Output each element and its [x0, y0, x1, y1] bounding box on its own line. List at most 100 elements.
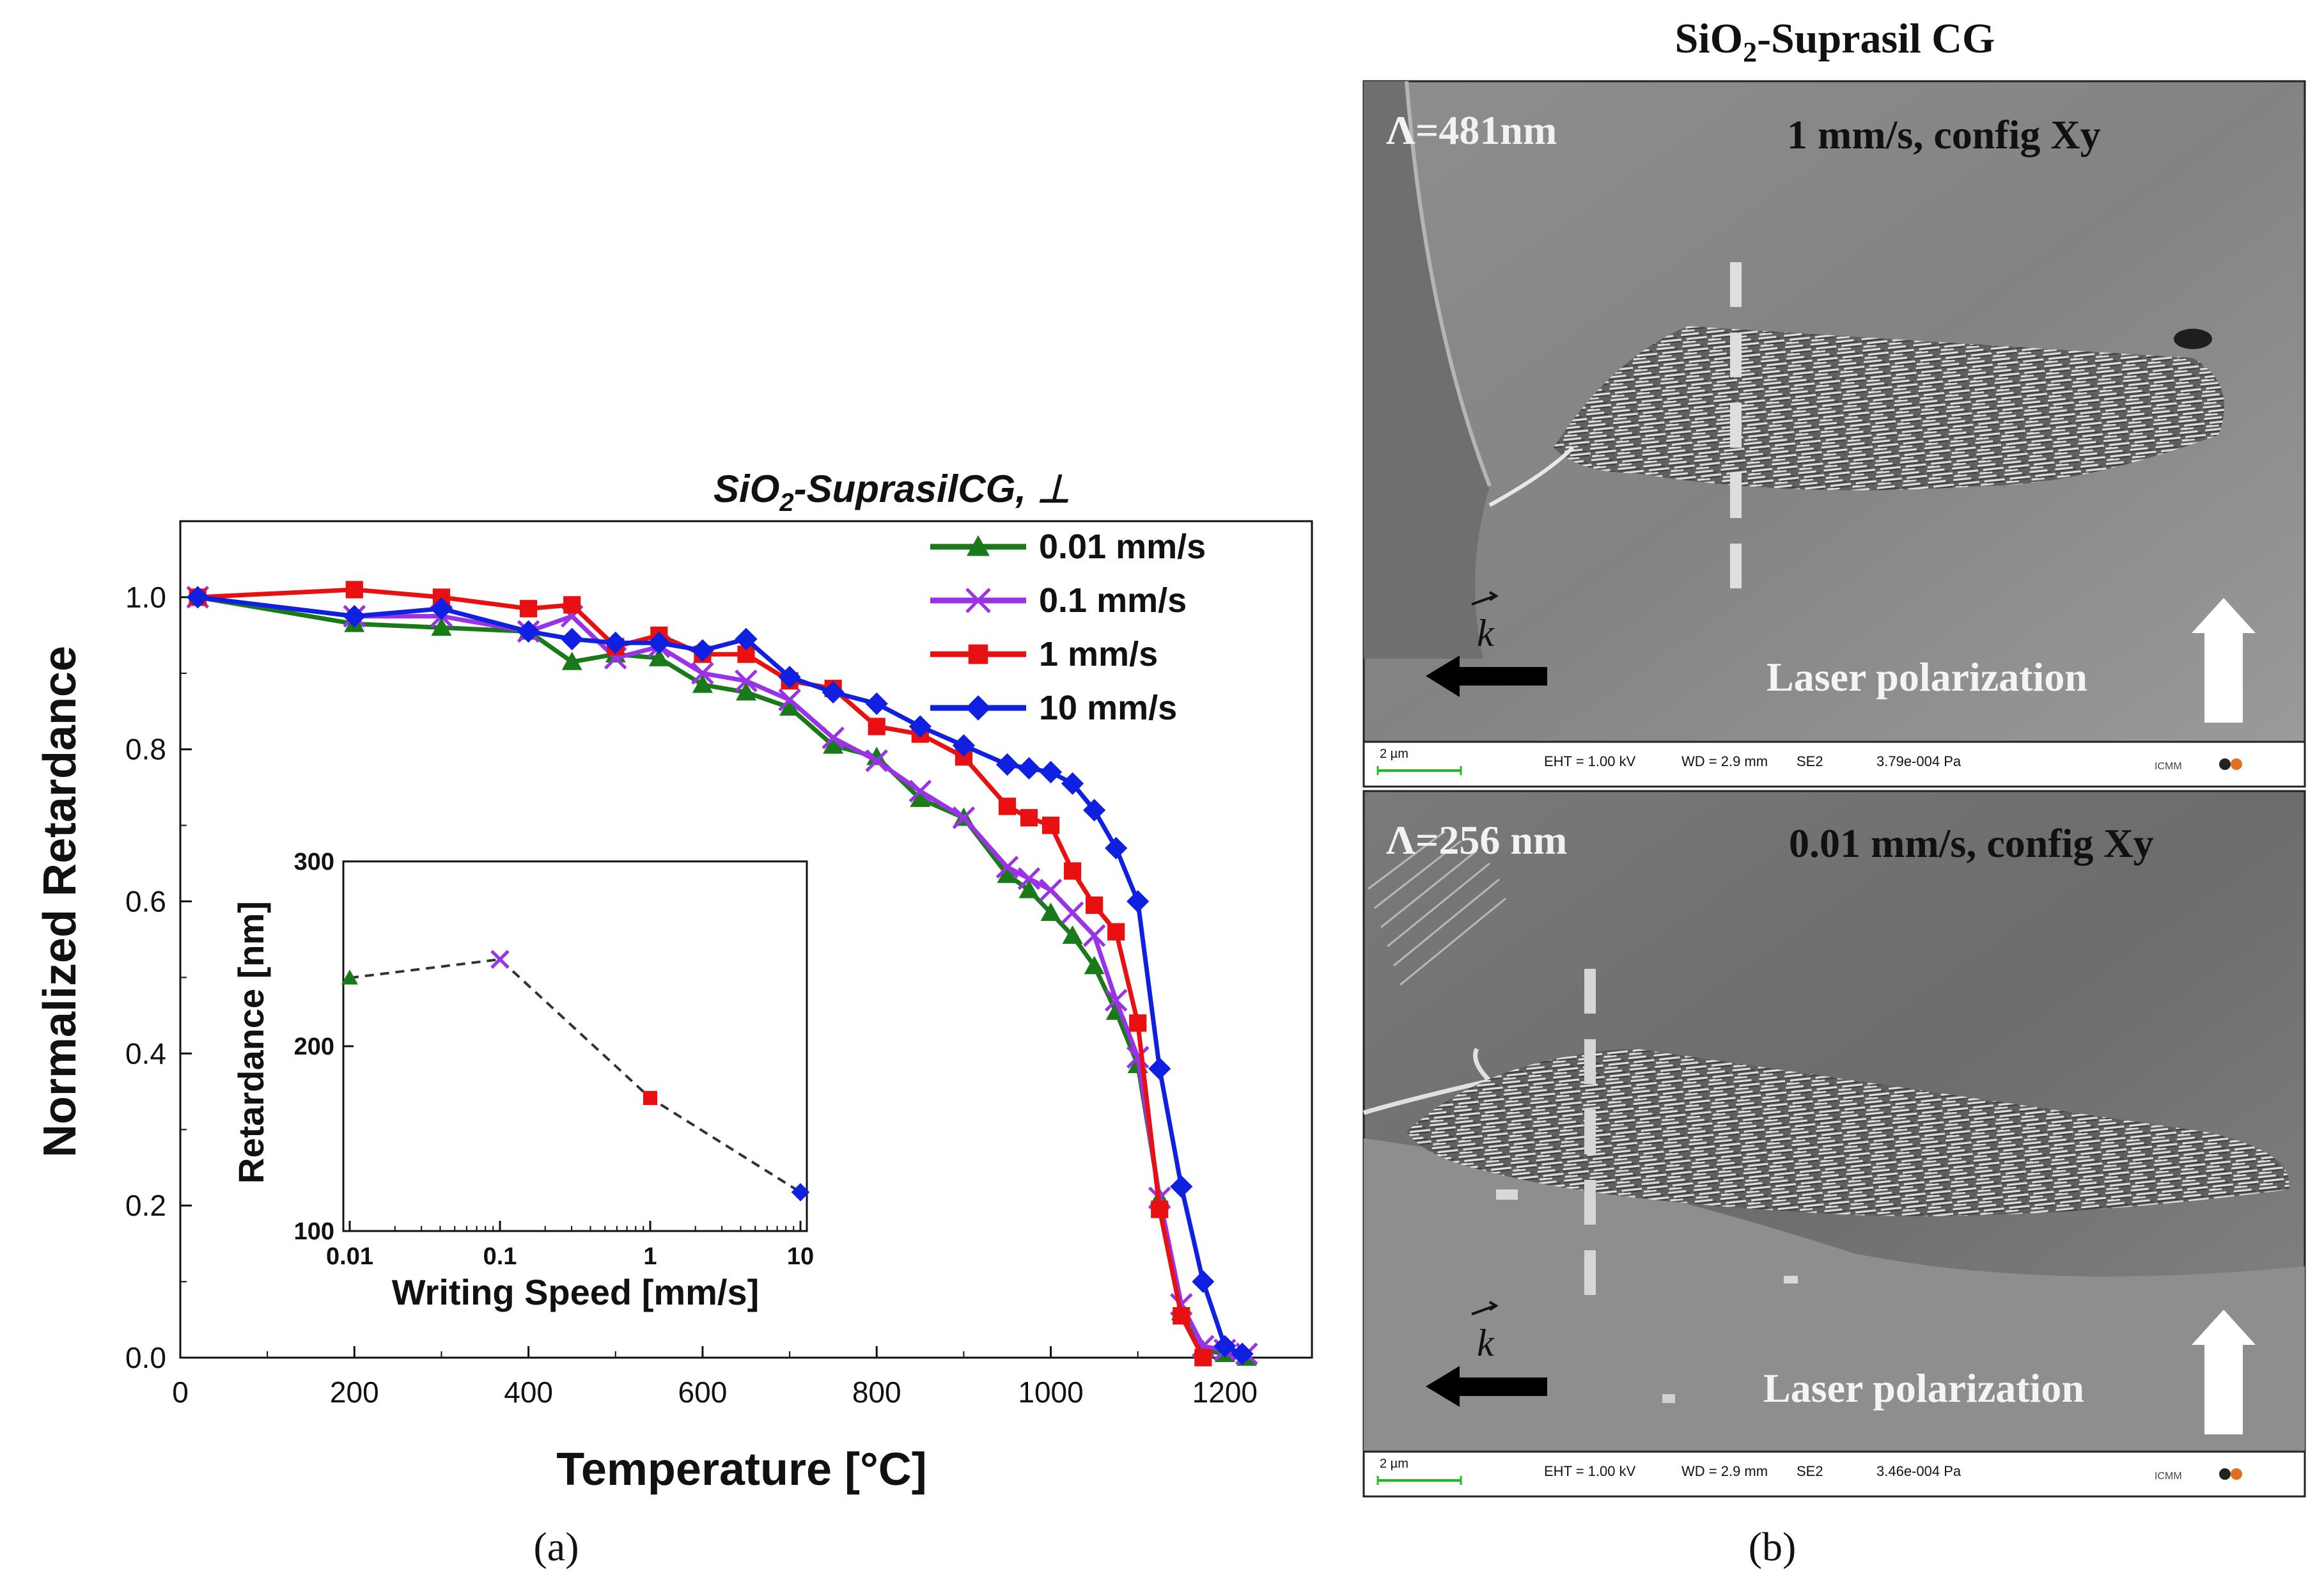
inset-x-tick-label: 10	[787, 1243, 814, 1270]
panel-b-title: SiO2-Suprasil CG	[1675, 15, 1995, 68]
data-point-series-3	[1170, 1175, 1193, 1198]
y-tick-label: 0.4	[125, 1037, 166, 1070]
bottom-logo-text: ICMM	[2155, 1471, 2182, 1482]
main-chart-title: SiO2-SuprasilCG, ⊥	[714, 467, 1070, 517]
inset-x-tick-label: 1	[643, 1243, 657, 1270]
data-point-series-2	[1041, 817, 1060, 835]
data-point-series-3	[735, 627, 758, 650]
inset-x-axis-label: Writing Speed [mm/s]	[392, 1272, 760, 1312]
data-point-series-0	[561, 651, 582, 670]
data-point-series-1	[1039, 878, 1063, 902]
main-plot-frame	[179, 520, 1313, 1359]
y-axis-label: Normalized Retardance	[35, 646, 86, 1157]
data-point-series-2	[1020, 809, 1038, 827]
data-point-series-1	[865, 749, 888, 773]
legend-marker-0	[967, 535, 990, 556]
top-logo-text: ICMM	[2155, 761, 2182, 772]
x-tick-label: 1000	[1018, 1376, 1083, 1409]
inset-plot-frame	[342, 860, 808, 1232]
data-point-series-0	[692, 674, 713, 693]
y-tick-label: 0.8	[125, 733, 166, 766]
data-point-series-3	[604, 631, 627, 654]
data-point-series-1	[1104, 989, 1128, 1012]
data-point-series-1	[909, 780, 932, 803]
y-tick-label: 0.6	[125, 885, 166, 918]
legend-marker-1	[965, 588, 991, 613]
data-point-series-0	[910, 788, 931, 807]
panel-b: SiO2-Suprasil CG Λ=481nm 1 mm/s, config …	[1362, 15, 2306, 1569]
bottom-k-label: k	[1477, 1322, 1495, 1364]
sem-image-bottom: Λ=256 nm 0.01 mm/s, config Xy k Laser po…	[1362, 790, 2306, 1498]
data-point-series-2	[1194, 1349, 1212, 1367]
bottom-polarization-arrow-icon	[2192, 1310, 2256, 1434]
top-period-label: Λ=481nm	[1386, 107, 1557, 153]
data-point-series-2	[1173, 1307, 1190, 1325]
data-point-series-0	[823, 735, 844, 754]
legend-label-2: 1 mm/s	[1039, 635, 1158, 673]
data-point-series-0	[997, 864, 1018, 883]
top-scale-text: 2 µm	[1380, 747, 1408, 761]
top-k-label: k	[1477, 612, 1495, 654]
data-point-series-3	[909, 715, 932, 738]
inset-data-point-3	[791, 1183, 810, 1202]
x-tick-label: 400	[504, 1376, 553, 1409]
data-point-series-2	[1086, 896, 1104, 914]
data-point-series-1	[822, 726, 845, 749]
bottom-scale-text: 2 µm	[1380, 1457, 1408, 1471]
data-point-series-3	[1039, 760, 1063, 783]
top-detector-text: SE2	[1797, 753, 1823, 769]
bottom-k-arrow-over-icon	[1471, 1301, 1499, 1315]
inset-connector-line	[349, 958, 802, 1194]
data-point-series-1	[691, 662, 714, 685]
data-point-series-2	[868, 718, 885, 735]
inset-y-axis-label: Retardance [nm]	[231, 901, 271, 1184]
top-condition-label: 1 mm/s, config Xy	[1787, 112, 2101, 157]
bottom-k-arrow-icon	[1426, 1366, 1547, 1407]
data-point-series-3	[1192, 1270, 1215, 1293]
data-point-series-2	[345, 581, 363, 599]
bottom-period-label: Λ=256 nm	[1386, 817, 1567, 863]
y-tick-label: 1.0	[125, 581, 166, 614]
x-tick-label: 600	[678, 1376, 728, 1409]
bottom-pressure-text: 3.46e-004 Pa	[1876, 1463, 1961, 1479]
data-point-series-3	[1105, 836, 1128, 859]
top-k-arrow-over-icon	[1471, 591, 1499, 606]
y-tick-label: 0.2	[125, 1189, 166, 1222]
sem-image-top: Λ=481nm 1 mm/s, config Xy k Laser polari…	[1362, 80, 2306, 788]
bottom-condition-label: 0.01 mm/s, config Xy	[1789, 820, 2154, 866]
inset-y-tick-label: 300	[294, 849, 334, 875]
top-polarization-label: Laser polarization	[1766, 654, 2087, 700]
data-point-series-2	[1107, 923, 1125, 941]
inset-x-tick-label: 0.01	[326, 1243, 373, 1270]
data-point-series-0	[1018, 879, 1040, 898]
data-point-series-1	[1061, 901, 1084, 925]
panel-a: SiO2-SuprasilCG, ⊥ 0 200 400 600 800 1000 1200…	[35, 467, 1313, 1569]
data-point-series-0	[431, 617, 452, 636]
data-point-series-3	[1148, 1057, 1171, 1080]
data-point-series-2	[998, 797, 1017, 815]
legend-marker-2	[968, 644, 988, 664]
panel-label-a: (a)	[533, 1524, 579, 1569]
data-point-series-3	[1127, 890, 1150, 913]
legend-label-0: 0.01 mm/s	[1039, 528, 1206, 566]
top-pressure-text: 3.79e-004 Pa	[1876, 753, 1961, 769]
data-point-series-0	[736, 682, 756, 701]
x-tick-label: 800	[852, 1376, 901, 1409]
data-point-series-1	[778, 688, 801, 712]
data-point-series-2	[1129, 1014, 1147, 1032]
x-tick-label: 1200	[1192, 1376, 1258, 1409]
data-point-series-2	[520, 600, 538, 618]
data-point-series-1	[1082, 924, 1106, 947]
inset-data-point-1	[490, 950, 510, 969]
data-point-series-2	[563, 596, 581, 614]
data-point-series-0	[1084, 955, 1105, 975]
inset-data-point-0	[341, 969, 358, 985]
panel-label-b: (b)	[1749, 1524, 1797, 1569]
data-point-series-1	[735, 669, 758, 693]
bottom-wd-text: WD = 2.9 mm	[1681, 1463, 1768, 1479]
data-point-series-2	[1151, 1200, 1169, 1218]
data-point-series-3	[1017, 757, 1041, 780]
inset-x-tick-label: 0.1	[483, 1243, 517, 1270]
legend-label-1: 0.1 mm/s	[1039, 581, 1187, 620]
data-point-series-3	[517, 620, 540, 643]
